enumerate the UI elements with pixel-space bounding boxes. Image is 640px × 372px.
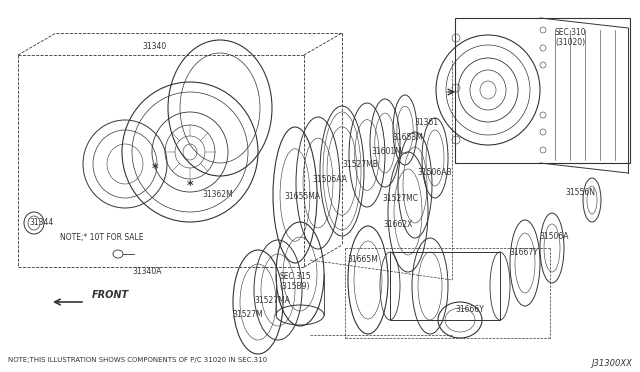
Text: 31527MB: 31527MB	[342, 160, 378, 169]
Text: FRONT: FRONT	[92, 290, 129, 300]
Text: *: *	[187, 179, 193, 192]
Text: 31653M: 31653M	[392, 133, 424, 142]
Text: 31362M: 31362M	[203, 190, 234, 199]
Text: 31506AB: 31506AB	[418, 168, 452, 177]
Bar	[455, 18, 630, 163]
Text: NOTE;THIS ILLUSTRATION SHOWS COMPONENTS OF P/C 31020 IN SEC.310: NOTE;THIS ILLUSTRATION SHOWS COMPONENTS …	[8, 357, 267, 363]
Text: *: *	[152, 161, 158, 174]
Text: 31527MC: 31527MC	[382, 194, 418, 203]
Text: SEC.315
(315B9): SEC.315 (315B9)	[279, 272, 311, 291]
Text: 31527MA: 31527MA	[254, 296, 290, 305]
Text: J31300XX: J31300XX	[591, 359, 632, 368]
Text: 31506AA: 31506AA	[312, 175, 348, 184]
Text: 31666Y: 31666Y	[456, 305, 484, 314]
Text: 31665M: 31665M	[348, 255, 378, 264]
Text: 31506A: 31506A	[540, 232, 569, 241]
Text: 31361: 31361	[414, 118, 438, 127]
Text: NOTE;* 10T FOR SALE: NOTE;* 10T FOR SALE	[60, 233, 143, 242]
Text: 31667Y: 31667Y	[509, 248, 538, 257]
Text: SEC.310
(31020): SEC.310 (31020)	[554, 28, 586, 47]
Text: 31655MA: 31655MA	[284, 192, 320, 201]
Text: 31340: 31340	[143, 42, 167, 51]
Bar	[390, 252, 500, 320]
Text: 31601M: 31601M	[372, 147, 403, 156]
Text: 31556N: 31556N	[565, 188, 595, 197]
Text: 31662X: 31662X	[383, 220, 413, 229]
Text: 31340A: 31340A	[132, 267, 161, 276]
Text: 31527M: 31527M	[232, 310, 264, 319]
Text: 31344: 31344	[30, 218, 54, 227]
